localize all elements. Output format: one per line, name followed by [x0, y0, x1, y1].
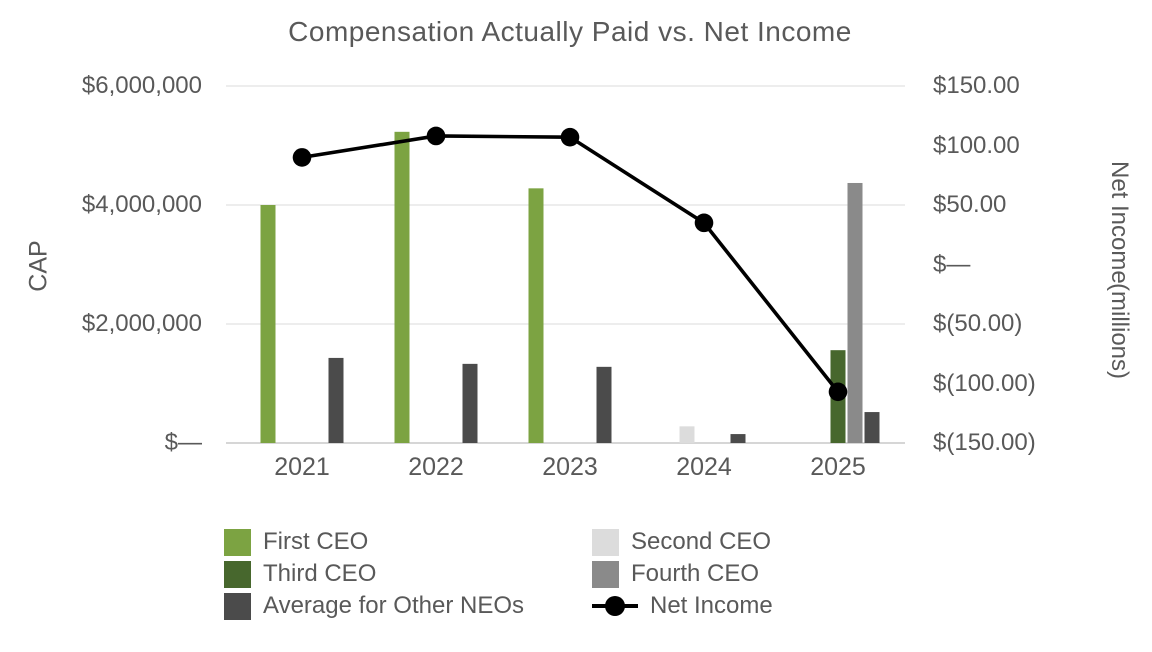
net-income-point-2025 — [828, 382, 848, 402]
legend-item-average-for-other-neos: Average for Other NEOs — [224, 592, 524, 620]
left-tick-label: $2,000,000 — [81, 310, 202, 337]
left-axis-title: CAP — [24, 240, 53, 292]
right-tick-label: $— — [933, 250, 971, 278]
legend-item-second-ceo: Second CEO — [592, 528, 771, 556]
legend-swatch-icon — [592, 528, 619, 556]
net-income-point-2023 — [560, 127, 580, 147]
legend-line-marker-icon — [592, 592, 638, 620]
bar-first-ceo-2023 — [528, 188, 544, 443]
legend-label: First CEO — [263, 528, 369, 555]
right-tick-label: $(150.00) — [933, 429, 1036, 456]
x-axis-label-2021: 2021 — [274, 453, 330, 481]
left-tick-label: $6,000,000 — [81, 72, 202, 99]
legend-swatch-icon — [592, 560, 619, 588]
right-tick-label: $(100.00) — [933, 369, 1036, 397]
legend-swatch-icon — [224, 528, 251, 556]
bar-fourth-ceo-2025 — [847, 182, 863, 444]
legend-item-third-ceo: Third CEO — [224, 560, 376, 588]
bar-average-for-other-neos-2023 — [596, 366, 612, 443]
x-axis-label-2022: 2022 — [408, 453, 464, 481]
bar-average-for-other-neos-2025 — [864, 412, 880, 443]
legend-swatch-icon — [224, 592, 251, 620]
legend-swatch-icon — [224, 560, 251, 588]
legend-label: Second CEO — [631, 528, 772, 555]
left-tick-label: $4,000,000 — [81, 191, 202, 218]
right-tick-label: $50.00 — [933, 191, 1007, 218]
legend-label: Fourth CEO — [631, 560, 760, 587]
right-axis-title-line2: (millions) — [1106, 283, 1133, 380]
bar-average-for-other-neos-2022 — [462, 363, 478, 443]
net-income-point-2022 — [426, 126, 446, 146]
bar-average-for-other-neos-2021 — [328, 357, 344, 443]
net-income-line — [301, 134, 840, 393]
net-income-point-2021 — [292, 148, 312, 167]
right-axis-title: Net Income (millions) — [1088, 161, 1150, 380]
legend-label: Average for Other NEOs — [263, 592, 524, 619]
legend-item-net-income: Net Income — [592, 592, 773, 620]
right-tick-label: $150.00 — [933, 72, 1020, 99]
bar-average-for-other-neos-2024 — [730, 434, 746, 443]
bar-second-ceo-2024 — [679, 426, 695, 443]
x-axis-label-2025: 2025 — [810, 453, 866, 481]
left-tick-label: $— — [164, 429, 202, 456]
x-axis-label-2024: 2024 — [676, 453, 732, 481]
legend-item-fourth-ceo: Fourth CEO — [592, 560, 759, 588]
bar-first-ceo-2021 — [260, 205, 276, 443]
legend-item-first-ceo: First CEO — [224, 528, 368, 556]
right-axis-title-line1: Net Income — [1106, 160, 1133, 284]
right-tick-label: $100.00 — [933, 131, 1020, 159]
x-axis-label-2023: 2023 — [542, 453, 598, 481]
bar-first-ceo-2022 — [394, 131, 410, 443]
chart-title: Compensation Actually Paid vs. Net Incom… — [288, 16, 852, 47]
net-income-point-2024 — [694, 213, 714, 233]
legend-label: Third CEO — [263, 560, 377, 587]
right-tick-label: $(50.00) — [933, 310, 1023, 337]
legend-label: Net Income — [650, 592, 773, 619]
